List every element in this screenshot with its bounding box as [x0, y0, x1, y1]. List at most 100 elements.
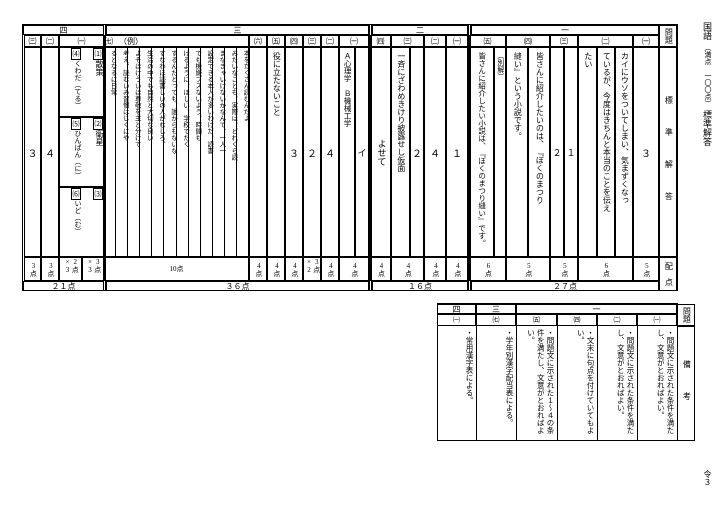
sec1-q2-pts: 6点 [578, 257, 633, 281]
sec1-q3-pts: 5点 [550, 257, 578, 281]
sec3-q3-num: ㈢ [303, 35, 321, 47]
sec4-1r: くわだ（てる） [59, 60, 81, 118]
sec1-q5-pts: 6点 [469, 257, 506, 281]
std-answer-label: 標準解答 [702, 110, 711, 146]
sec2-q1-pts: 4点 [446, 257, 468, 281]
sec2-q3-line: 一斉にざわめきけり披露せし仮面 [391, 47, 410, 257]
sec1-q3-num: ㈢ [550, 35, 578, 47]
sec1-tag: 一 [471, 25, 659, 35]
rem-sec-a: 一 [516, 304, 677, 314]
sec2-q4-ans: よせて [370, 47, 391, 257]
sec1-q4-num: ㈣ [506, 35, 550, 47]
sec1-q3-a2: ２ [550, 47, 564, 257]
sec3-q4-num: ㈣ [285, 35, 303, 47]
sec4-3n: ⑶ [93, 188, 103, 200]
sec1-q5-num: ㈤ [469, 35, 506, 47]
sec2-q4-pts: 4点 [370, 257, 391, 281]
sec1-q4-b: 縫い﹄という小説です︒ [506, 47, 528, 257]
sec4-2n5: ⑸ [71, 118, 81, 130]
essay-col: すなわほ読書しいの人がむしろ︑ [151, 48, 163, 256]
sec4-3k [81, 200, 103, 258]
sec2-q2-ans: ４ [424, 47, 446, 257]
sec3-q3-ans: ２ [303, 47, 321, 257]
sec4-total: ２１点 [23, 281, 104, 291]
section-4: 四 ㈠ ㈡ ㈢ ⑴ ⑷ 散策 くわだ（てる） ⑵ ⑸ 衛星 ひんぱん（に） [23, 25, 104, 290]
subject-label: 国語 [702, 22, 711, 40]
rem-n6: ㈠ [437, 314, 476, 326]
sec3-q5-ans: 役に立たないこと [267, 47, 285, 257]
sec4-q1-num: ㈠ [59, 35, 104, 47]
section-2: 二 ㈠ ㈡ ㈢ ㈣ １ ４ ２ 一斉にざわめきけり披露せし仮面 よせて 4点 4… [369, 25, 468, 290]
sec3-q6-num: ㈥ [249, 35, 267, 47]
footer-code: 令３ [703, 470, 711, 486]
sec2-q3-pts: 4点 [391, 257, 424, 281]
sec3-q7-label: （例） [119, 36, 143, 47]
sec4-2r: ひんぱん（に） [59, 130, 81, 188]
sec3-q2-num: ㈡ [321, 35, 339, 47]
sec3-q7-num: ㈦ （例） [104, 35, 249, 47]
essay-col: 本をたくさん読むんだよ︒ [236, 48, 248, 256]
essay-col: 設定できる本人が多いわけだ︑読書 [200, 48, 212, 256]
sec1-total: ２７点 [471, 281, 659, 291]
sec1-q4-a: 皆さんに紹介したいのは︑﹃ぼくのまつり [528, 47, 550, 257]
sec4-q2-ans: ４ [41, 47, 59, 257]
sec3-q1-sub: Ａ心理学 Ｂ機械工学 [339, 47, 355, 257]
sec2-q2-pts: 4点 [424, 257, 446, 281]
sec3-q5-num: ㈤ [267, 35, 285, 47]
sec3-q2-ans: ４ [321, 47, 339, 257]
sec2-q3-ans: ２ [410, 47, 424, 257]
sec3-q7-pts: 10点 [104, 257, 249, 281]
sec2-q1-ans: １ [446, 47, 468, 257]
sec4-q1b-pts: 2点×3 [59, 257, 82, 281]
sec4-1n: ⑴ [93, 48, 103, 60]
sec3-q3-pts: 3点×2 [303, 257, 321, 281]
sec4-q3-ans: ３ [24, 47, 41, 257]
remarks-hdr-q: 問題 [677, 304, 695, 326]
essay-col: るとなるに日常 [103, 48, 115, 256]
hdr-question: 問題 [659, 25, 677, 47]
sec1-q5-lead: （別解） [494, 47, 506, 257]
sec4-3r: いど（む） [59, 200, 81, 258]
sec1-q1-pts: 5点 [633, 257, 659, 281]
sec1-q2-b: ているが︑今度はきちんと本当のことを伝え [597, 47, 615, 257]
sec4-q3-pts: 3点 [24, 257, 41, 281]
sec4-2k: 衛星 [81, 130, 103, 188]
rem-sec-l: 三 [476, 304, 516, 314]
rem-n5: ㈦ [476, 314, 516, 326]
essay-col: まなきゃいけないかなんて︑一人一 [212, 48, 224, 256]
remarks-hdr-r: 備 考 [677, 326, 695, 441]
sec4-q2-num: ㈡ [41, 35, 59, 47]
sec3-essay: 本をたくさん読むんだよ︒みたいなことも︑実際は︑どれくら読まなきゃいけないかなん… [104, 47, 249, 257]
sec4-1k: 散策 [81, 60, 103, 118]
rem-c6: ・常用漢字表による︒ [437, 326, 476, 440]
sec1-q4-pts: 5点 [506, 257, 550, 281]
sec1-q2-num: ㈡ [578, 35, 633, 47]
rem-n3: ㈣ [557, 314, 597, 326]
sec4-q3-num: ㈢ [24, 35, 41, 47]
remarks-box: 問題 備 考 一 三 四 ㈠ ㈡ ㈣ ㈤ ㈦ ㈠ ・問題文に示された条件を満たし… [437, 303, 678, 441]
sec1-q1-ans: ３ [633, 47, 659, 257]
hdr-points: 配 点 [659, 257, 677, 291]
sec3-q1-ans: イ [355, 47, 369, 257]
rem-c2: ・問題文に示された条件を満たし︑文意がとおればよい︒ [597, 326, 637, 440]
rem-n4: ㈤ [516, 314, 557, 326]
sec3-q5-pts: 4点 [267, 257, 285, 281]
sec2-q4-num: ㈣ [370, 35, 391, 47]
essay-col: 考え︑読むいみ習慣はじくにや [115, 48, 127, 256]
sec3-q2-pts: 4点 [321, 257, 339, 281]
hdr-answer: 標 準 解 答 [659, 47, 677, 257]
sec4-2n: ⑵ [93, 118, 103, 130]
sec3-q1-num: ㈠ [339, 35, 369, 47]
sec3-tag: 三 [106, 25, 369, 35]
rem-c5: ・学年別漢字配当表による︒ [476, 326, 516, 440]
sec1-q5-note: 皆さんに紹介したい小説は︑﹃ぼくのまつり縫い﹄です︒ [469, 47, 494, 257]
sec3-q4-pts: 4点 [285, 257, 303, 281]
sec4-q2-pts: 3点 [41, 257, 59, 281]
rem-n1: ㈠ [637, 314, 677, 326]
sec4-q1-body: ⑴ ⑷ 散策 くわだ（てる） ⑵ ⑸ 衛星 ひんぱん（に） ⑶ ⑹ いど（む） [59, 47, 104, 257]
sec1-q3-a1: １ [564, 47, 578, 257]
essay-col: するんだとっても︑誰からもないな [163, 48, 175, 256]
essay-col: でも機嫌ブスないよう︑時間も [188, 48, 200, 256]
sec3-total: ３６点 [106, 281, 369, 291]
essay-col: よそほけういほ尊敬を主と分けて [127, 48, 139, 256]
